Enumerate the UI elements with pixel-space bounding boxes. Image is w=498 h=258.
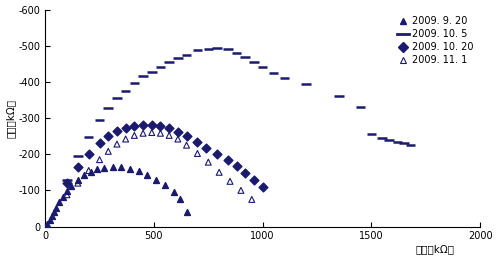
Point (48, 214, 56, 219)
Point (156, 124, 164, 128)
Point (193, 151, 201, 156)
Point (96, 141, 104, 146)
Point (130, 133, 138, 138)
Point (63, 181, 71, 185)
Point (248, 197, 256, 201)
Point (63, 193, 71, 197)
Point (233, 164, 241, 168)
Point (113, 142, 121, 146)
Point (43, 222, 51, 226)
Point (215, 170, 223, 174)
Point (85, 168, 93, 173)
Point (174, 137, 182, 141)
Point (113, 129, 121, 133)
Point (156, 131, 164, 135)
Point (63, 189, 71, 193)
Point (96, 158, 104, 162)
Point (176, 197, 184, 201)
Point (104, 149, 112, 154)
Point (242, 171, 249, 175)
Point (169, 190, 177, 194)
Point (59, 195, 67, 199)
Point (183, 143, 191, 147)
Point (122, 126, 129, 130)
Point (109, 165, 117, 169)
Point (130, 124, 138, 128)
Point (100, 166, 108, 170)
Point (52, 206, 60, 210)
Point (74, 181, 82, 185)
Point (237, 188, 245, 192)
Legend: 2009. 9. 20, 2009. 10. 5, 2009. 10. 20, 2009. 11. 1: 2009. 9. 20, 2009. 10. 5, 2009. 10. 20, … (395, 14, 475, 67)
Point (139, 123, 147, 127)
Point (74, 165, 82, 169)
Point (87, 170, 95, 174)
Point (202, 146, 210, 150)
Point (204, 160, 212, 164)
Point (122, 137, 129, 141)
Point (139, 131, 147, 135)
Point (135, 169, 143, 173)
Point (161, 183, 169, 187)
Point (55, 200, 63, 204)
Point (118, 165, 125, 169)
Point (193, 140, 201, 144)
Point (152, 178, 160, 182)
Text: 电阱（kΩ）: 电阱（kΩ） (415, 244, 454, 254)
Point (45, 218, 53, 222)
Point (67, 184, 75, 188)
Point (213, 152, 221, 156)
Point (80, 173, 88, 177)
Point (183, 134, 191, 138)
Point (148, 131, 156, 135)
Point (126, 167, 134, 171)
Point (258, 185, 266, 189)
Point (104, 134, 112, 138)
Point (224, 158, 232, 162)
Point (50, 210, 58, 214)
Point (94, 167, 102, 172)
Point (174, 130, 182, 134)
Point (165, 133, 173, 138)
Point (165, 126, 173, 130)
Point (250, 178, 258, 182)
Point (148, 123, 156, 127)
Point (143, 173, 151, 177)
Point (74, 178, 82, 182)
Point (85, 152, 93, 156)
Y-axis label: 电抗（kΩ）: 电抗（kΩ） (5, 99, 15, 138)
Point (183, 210, 191, 214)
Point (226, 179, 234, 183)
